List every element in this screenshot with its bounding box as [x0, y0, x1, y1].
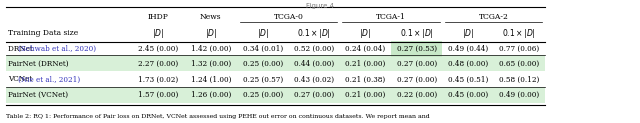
Text: 0.27 (0.00): 0.27 (0.00) [397, 59, 436, 67]
Text: PairNet (DRNet): PairNet (DRNet) [8, 59, 68, 67]
Text: 1.32 (0.00): 1.32 (0.00) [191, 59, 231, 67]
Text: 0.52 (0.00): 0.52 (0.00) [294, 45, 334, 53]
Text: PairNet (VCNet): PairNet (VCNet) [8, 91, 68, 99]
Text: 0.27 (0.00): 0.27 (0.00) [397, 75, 436, 83]
Text: TCGA-0: TCGA-0 [274, 13, 303, 21]
Text: (Schwab et al., 2020): (Schwab et al., 2020) [19, 45, 97, 53]
Text: 0.34 (0.01): 0.34 (0.01) [243, 45, 283, 53]
Text: $0.1\times|D|$: $0.1\times|D|$ [298, 27, 331, 40]
Text: 0.49 (0.00): 0.49 (0.00) [499, 91, 539, 99]
Text: News: News [200, 13, 221, 21]
Text: 1.24 (1.00): 1.24 (1.00) [191, 75, 231, 83]
Text: 0.45 (0.00): 0.45 (0.00) [448, 91, 488, 99]
Text: (Nie et al., 2021): (Nie et al., 2021) [19, 75, 81, 83]
Text: $|D|$: $|D|$ [152, 27, 164, 40]
Text: 0.25 (0.00): 0.25 (0.00) [243, 59, 283, 67]
Text: Training Data size: Training Data size [8, 29, 78, 37]
Text: 1.57 (0.00): 1.57 (0.00) [138, 91, 178, 99]
Text: Table 2: RQ 1: Performance of Pair loss on DRNet, VCNet assessed using PEHE out : Table 2: RQ 1: Performance of Pair loss … [6, 114, 430, 119]
Text: 2.27 (0.00): 2.27 (0.00) [138, 59, 178, 67]
Text: 0.65 (0.00): 0.65 (0.00) [499, 59, 539, 67]
Text: 0.58 (0.12): 0.58 (0.12) [499, 75, 540, 83]
Text: 0.25 (0.00): 0.25 (0.00) [243, 91, 283, 99]
Text: 0.21 (0.38): 0.21 (0.38) [346, 75, 385, 83]
Text: 1.26 (0.00): 1.26 (0.00) [191, 91, 231, 99]
Bar [6, 55, 545, 71]
Text: 0.45 (0.51): 0.45 (0.51) [447, 75, 488, 83]
Text: 0.22 (0.00): 0.22 (0.00) [397, 91, 436, 99]
Text: 0.49 (0.44): 0.49 (0.44) [448, 45, 488, 53]
Text: $|D|$: $|D|$ [257, 27, 269, 40]
Text: 2.45 (0.00): 2.45 (0.00) [138, 45, 178, 53]
Text: VCNet: VCNet [8, 75, 34, 83]
Text: $|D|$: $|D|$ [360, 27, 371, 40]
Text: Figure 4: Figure 4 [306, 3, 334, 9]
Text: 0.43 (0.02): 0.43 (0.02) [294, 75, 334, 83]
Text: 1.73 (0.02): 1.73 (0.02) [138, 75, 178, 83]
Text: 0.24 (0.04): 0.24 (0.04) [346, 45, 385, 53]
Text: 0.44 (0.00): 0.44 (0.00) [294, 59, 334, 67]
Text: DRNet: DRNet [8, 45, 35, 53]
Text: TCGA-2: TCGA-2 [479, 13, 508, 21]
Text: $0.1\times|D|$: $0.1\times|D|$ [400, 27, 433, 40]
Text: 0.21 (0.00): 0.21 (0.00) [345, 91, 386, 99]
Text: 0.21 (0.00): 0.21 (0.00) [345, 59, 386, 67]
Text: $|D|$: $|D|$ [462, 27, 474, 40]
Text: $|D|$: $|D|$ [205, 27, 217, 40]
Text: $0.1\times|D|$: $0.1\times|D|$ [502, 27, 536, 40]
Bar [391, 41, 442, 57]
Text: TCGA-1: TCGA-1 [376, 13, 406, 21]
Text: 0.48 (0.00): 0.48 (0.00) [448, 59, 488, 67]
Text: 0.77 (0.06): 0.77 (0.06) [499, 45, 539, 53]
Text: 0.27 (0.00): 0.27 (0.00) [294, 91, 334, 99]
Text: 1.42 (0.00): 1.42 (0.00) [191, 45, 231, 53]
Text: 0.27 (0.53): 0.27 (0.53) [397, 45, 436, 53]
Text: IHDP: IHDP [147, 13, 168, 21]
Bar [6, 87, 545, 103]
Text: 0.25 (0.57): 0.25 (0.57) [243, 75, 283, 83]
